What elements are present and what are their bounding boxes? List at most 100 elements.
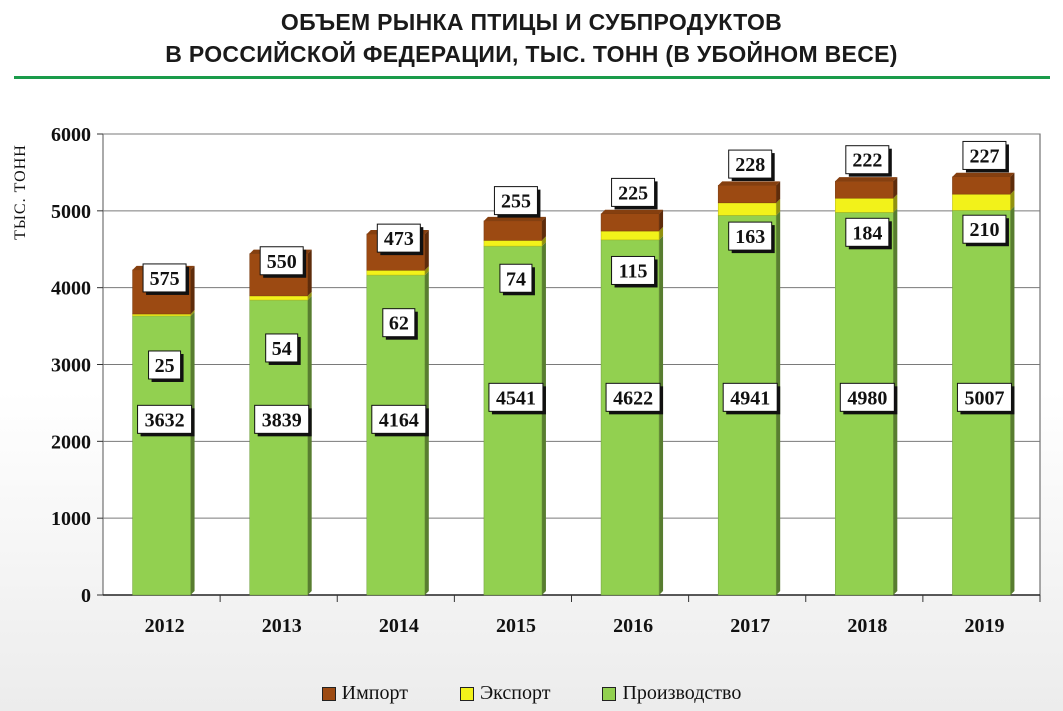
data-label-export: 25: [148, 350, 184, 382]
data-label-text: 25: [155, 355, 175, 377]
data-label-export: 184: [845, 217, 892, 250]
data-label-box: [611, 255, 656, 285]
bar-segment-Экспорт: [483, 240, 543, 247]
data-label-import: 473: [376, 223, 424, 256]
data-label-text: 550: [267, 251, 297, 273]
data-label-box: [722, 382, 778, 412]
data-label-box: [605, 382, 661, 412]
bar-segment-Импорт: [717, 185, 777, 204]
data-label-text: 54: [272, 338, 292, 360]
bar-side-Экспорт: [893, 194, 898, 213]
bar-side-Импорт: [776, 181, 781, 203]
data-label-box: [839, 382, 895, 412]
legend-swatch: [321, 686, 336, 701]
bar-side-Импорт: [541, 216, 546, 241]
y-tick-label: 0: [81, 585, 91, 607]
bar-segment-Производство: [600, 239, 660, 596]
bar-side-Импорт: [893, 177, 898, 199]
data-label-box: [962, 140, 1007, 170]
data-label-text: 62: [389, 313, 409, 335]
data-label-box: [728, 221, 773, 251]
data-label-export: 210: [962, 214, 1009, 247]
bar-segment-Экспорт: [249, 295, 308, 301]
bar-segment-Экспорт: [600, 230, 660, 241]
data-label-import: 575: [142, 263, 190, 295]
data-label-box: [728, 149, 773, 179]
bar-top-face: [601, 209, 664, 214]
data-label-text: 222: [852, 150, 882, 172]
bar-side-Экспорт: [1010, 190, 1015, 211]
data-label-text: 255: [501, 191, 531, 213]
data-label-text: 3839: [262, 409, 302, 431]
bar-side-Импорт: [1010, 172, 1015, 195]
chart-title-line-1: ОБЪЕМ РЫНКА ПТИЦЫ И СУБПРОДУКТОВ: [280, 9, 783, 35]
y-tick-label: 6000: [51, 124, 91, 146]
data-label-export: 115: [611, 255, 658, 288]
data-label-production: 3839: [254, 404, 312, 437]
legend-swatch: [602, 686, 617, 701]
data-label-box: [254, 404, 310, 434]
data-label-box: [488, 382, 544, 412]
y-tick-label: 4000: [51, 278, 91, 300]
data-label-text: 163: [735, 226, 765, 248]
data-label-box: [382, 308, 416, 338]
bar-side-Экспорт: [776, 198, 781, 216]
data-label-text: 74: [506, 268, 526, 290]
bar-segment-Производство: [483, 245, 543, 596]
bar-segment-Экспорт: [835, 197, 894, 213]
data-label-production: 4164: [371, 404, 429, 437]
legend-swatch: [459, 686, 474, 701]
legend-label: Импорт: [341, 682, 408, 704]
data-label-text: 473: [384, 228, 414, 250]
data-label-production: 4541: [488, 382, 546, 415]
data-label-text: 225: [618, 182, 648, 204]
bar-side-Импорт: [424, 229, 429, 271]
y-tick-label: 2000: [51, 431, 91, 453]
data-label-text: 3632: [145, 409, 185, 431]
y-tick-label: 1000: [51, 508, 91, 530]
data-label-box: [142, 263, 187, 293]
legend-item: Импорт: [321, 682, 408, 705]
data-label-import: 255: [493, 186, 541, 218]
bar-segment-Импорт: [483, 220, 543, 241]
bar-side-Экспорт: [541, 236, 546, 247]
title-divider: [14, 76, 1050, 79]
data-label-export: 54: [265, 333, 301, 365]
bar-side-Экспорт: [424, 266, 429, 276]
bar-side-Производство: [541, 242, 546, 595]
bar-side-Экспорт: [307, 291, 312, 301]
data-label-text: 4941: [730, 387, 770, 409]
chart-title-line-2: В РОССИЙСКОЙ ФЕДЕРАЦИИ, ТЫС. ТОНН (В УБО…: [165, 41, 898, 67]
data-label-box: [148, 350, 182, 380]
bar-segment-Экспорт: [952, 193, 1011, 211]
data-label-production: 4941: [722, 382, 781, 415]
data-label-text: 4164: [379, 409, 419, 431]
x-tick-label: 2013: [262, 615, 302, 637]
data-label-text: 575: [150, 268, 180, 290]
y-axis-label: ТЫС. ТОНН: [12, 144, 29, 240]
data-label-import: 550: [259, 246, 307, 278]
bar-side-Производство: [307, 296, 312, 595]
data-label-box: [845, 217, 890, 247]
data-label-text: 227: [969, 145, 999, 167]
y-tick-label: 5000: [51, 201, 91, 223]
data-label-box: [956, 382, 1012, 412]
x-tick-label: 2015: [496, 615, 536, 637]
bar-side-Импорт: [307, 249, 312, 296]
bar-segment-Экспорт: [366, 270, 426, 276]
data-label-import: 225: [611, 177, 658, 210]
data-label-import: 222: [845, 145, 892, 177]
x-tick-label: 2014: [379, 615, 419, 637]
data-label-box: [499, 263, 533, 293]
data-label-box: [376, 223, 421, 253]
data-label-production: 5007: [956, 382, 1015, 415]
data-label-production: 3632: [137, 404, 195, 437]
bar-top-face: [835, 177, 898, 182]
data-label-text: 228: [735, 154, 765, 176]
bar-side-Производство: [659, 235, 664, 595]
data-label-export: 62: [382, 308, 418, 340]
bar-top-face: [952, 172, 1015, 177]
chart-title: ОБЪЕМ РЫНКА ПТИЦЫ И СУБПРОДУКТОВ В РОССИ…: [0, 6, 1063, 70]
bar-side-Экспорт: [659, 227, 664, 240]
bar-segment-Экспорт: [132, 313, 191, 317]
